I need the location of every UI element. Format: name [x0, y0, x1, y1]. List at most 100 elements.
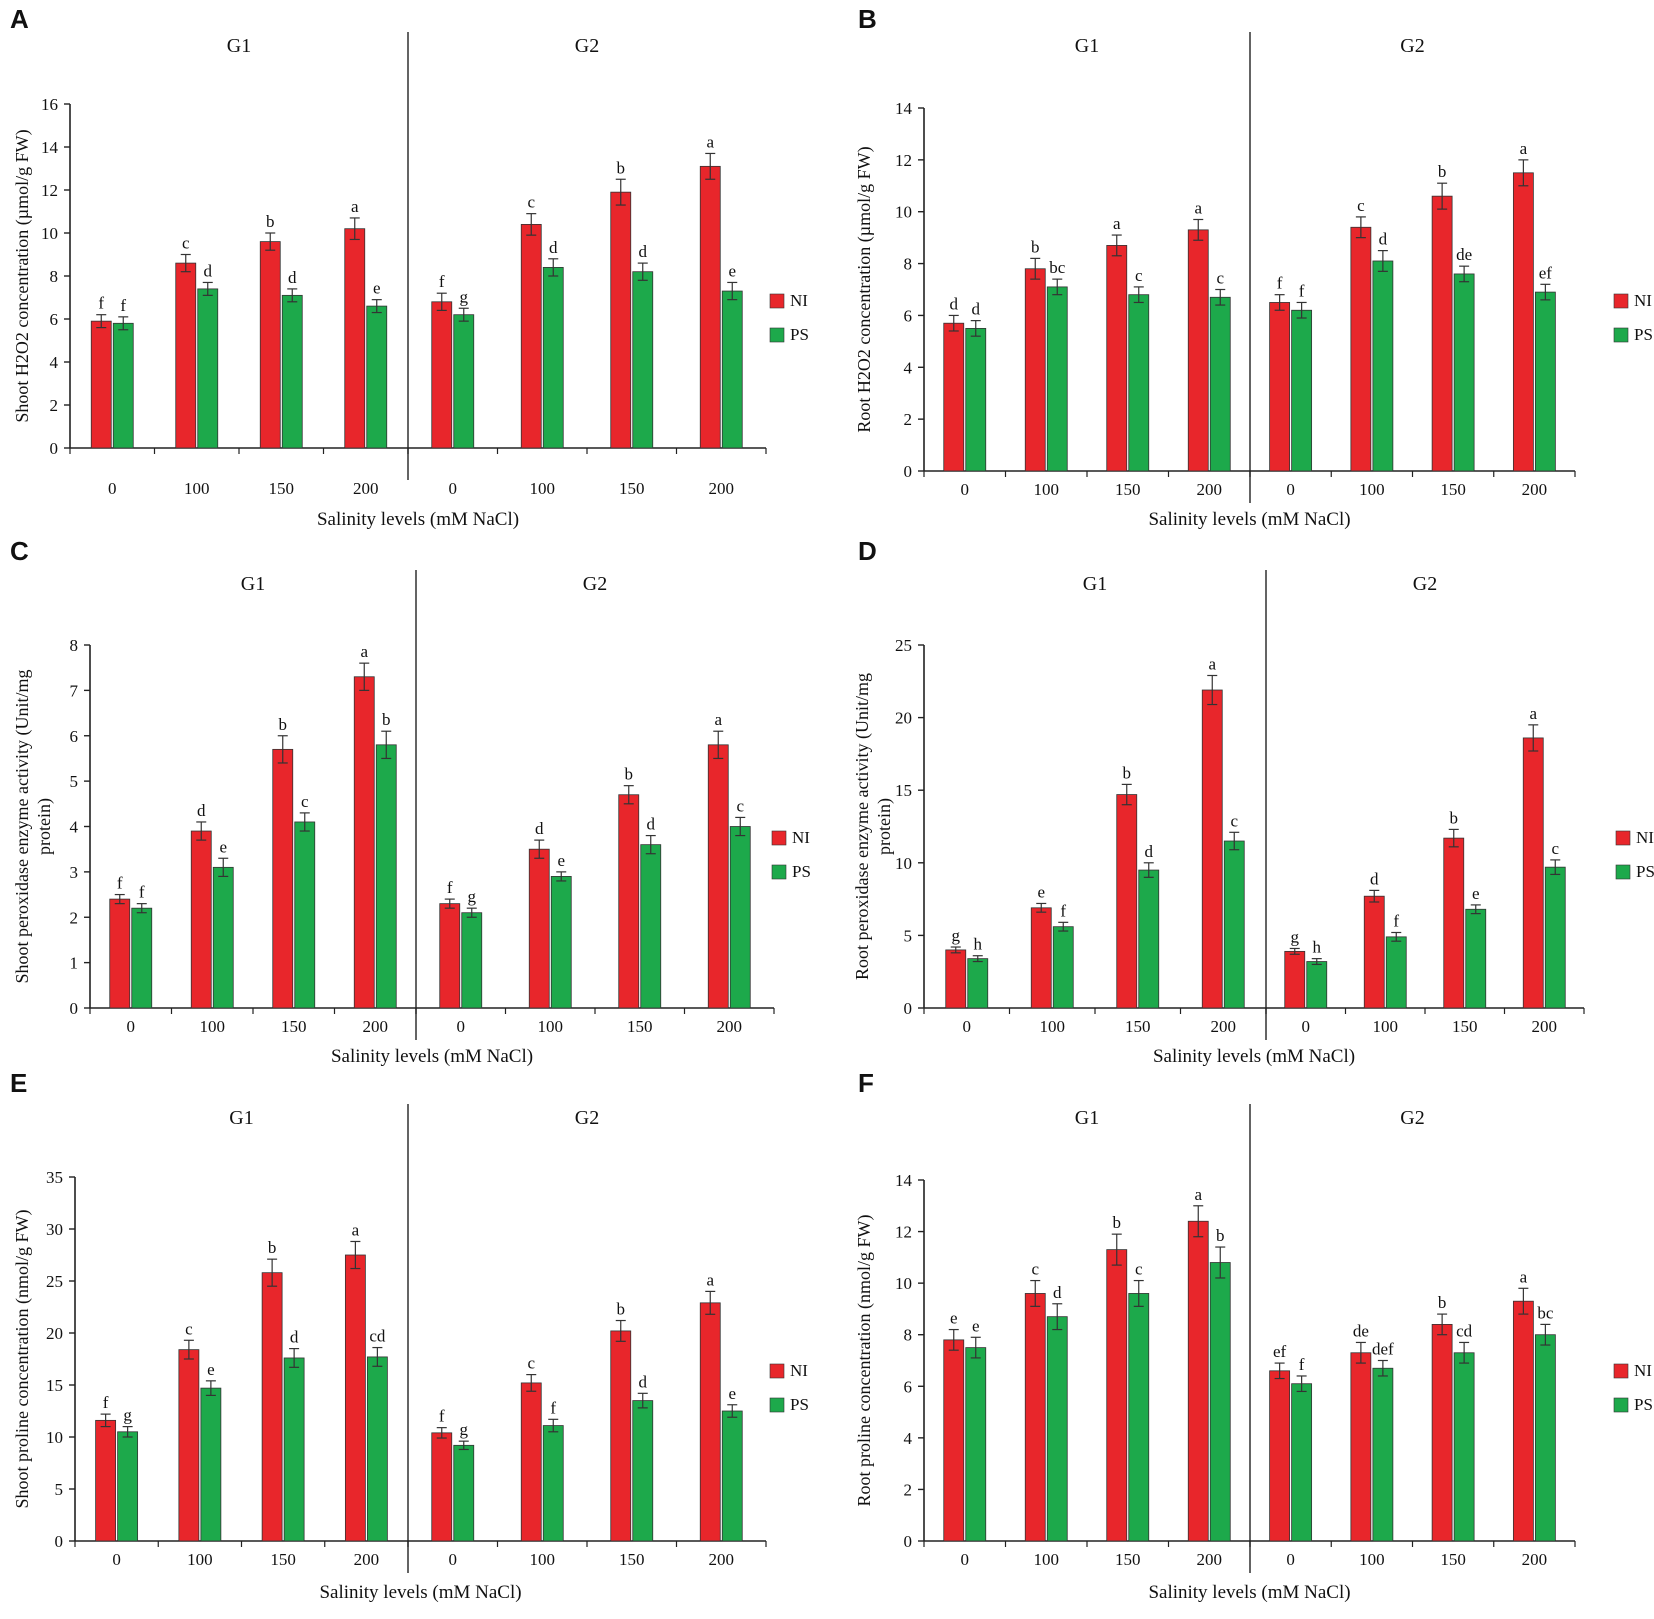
- bar-ps: [1052, 926, 1074, 1009]
- significance-label: bc: [1049, 258, 1066, 277]
- significance-label: c: [182, 234, 190, 253]
- bar-ni: [259, 241, 281, 449]
- chart-panel-e: E G1 G2 0 5 10 15 20 25 30 35 Shoot proline concent…: [10, 1068, 809, 1603]
- legend-swatch-ni: [1613, 1363, 1629, 1379]
- significance-label: a: [706, 132, 714, 151]
- y-tick-label: 5: [70, 772, 79, 791]
- significance-label: b: [1113, 1213, 1122, 1232]
- panel-letter: C: [10, 536, 29, 566]
- significance-label: f: [139, 883, 145, 902]
- y-tick-label: 6: [50, 310, 59, 329]
- y-tick-label: 1: [70, 954, 79, 973]
- significance-label: b: [1123, 763, 1132, 782]
- x-tick-label: 0: [112, 1550, 121, 1569]
- y-tick-label: 8: [904, 1326, 913, 1345]
- x-tick-label: 200: [1211, 1017, 1237, 1036]
- group-title-g1: G1: [241, 573, 265, 595]
- y-axis-label: protein): [874, 798, 895, 855]
- x-axis-label: Salinity levels (mM NaCl): [331, 1046, 533, 1067]
- bar-ps: [1223, 840, 1245, 1009]
- bar-ni: [1350, 226, 1372, 472]
- y-axis-label: Shoot peroxidase enzyme activity (Unit/m…: [12, 670, 33, 984]
- bar-ps: [1291, 1383, 1313, 1542]
- bar-ps: [967, 958, 989, 1009]
- significance-label: b: [625, 765, 634, 784]
- legend-swatch-ni: [1615, 830, 1631, 846]
- significance-label: e: [373, 279, 381, 298]
- significance-label: de: [1456, 245, 1472, 264]
- group-title-g1: G1: [1075, 35, 1099, 57]
- bar-ni: [528, 848, 550, 1009]
- bar-ni: [1512, 172, 1534, 472]
- y-tick-label: 6: [904, 1377, 913, 1396]
- significance-label: e: [557, 851, 565, 870]
- x-tick-label: 0: [127, 1017, 136, 1036]
- y-tick-label: 25: [46, 1272, 63, 1291]
- bar-ni: [618, 794, 640, 1009]
- x-tick-label: 0: [1302, 1017, 1311, 1036]
- bar-ps: [542, 266, 564, 449]
- y-tick-label: 3: [70, 863, 79, 882]
- bar-ni: [1269, 302, 1291, 472]
- x-tick-label: 0: [961, 1550, 970, 1569]
- legend-swatch-ni: [1613, 293, 1629, 309]
- x-tick-label: 150: [270, 1550, 296, 1569]
- panel-letter: B: [858, 4, 877, 34]
- significance-label: b: [266, 212, 275, 231]
- significance-label: c: [1551, 839, 1559, 858]
- y-tick-label: 30: [46, 1220, 63, 1239]
- panel-letter: A: [10, 4, 29, 34]
- significance-label: a: [352, 1220, 360, 1239]
- significance-label: a: [1208, 654, 1216, 673]
- significance-label: c: [301, 792, 309, 811]
- bar-ni: [1512, 1300, 1534, 1542]
- bar-ps: [632, 271, 654, 449]
- bar-ni: [1030, 907, 1052, 1009]
- bar-ni: [178, 1349, 200, 1542]
- legend-label-ps: PS: [790, 325, 809, 344]
- significance-label: a: [714, 710, 722, 729]
- bar-ps: [1291, 309, 1313, 472]
- significance-label: f: [1299, 1355, 1305, 1374]
- legend-label-ni: NI: [792, 828, 810, 847]
- x-tick-label: 100: [200, 1017, 226, 1036]
- significance-label: ef: [1273, 1342, 1287, 1361]
- significance-label: h: [974, 935, 983, 954]
- bar-ps: [721, 290, 743, 449]
- x-tick-label: 200: [1197, 480, 1223, 499]
- bar-ni: [1522, 737, 1544, 1009]
- y-tick-label: 6: [70, 727, 79, 746]
- bar-ps: [1534, 1334, 1556, 1542]
- bar-ps: [212, 866, 234, 1009]
- significance-label: g: [1291, 927, 1300, 946]
- y-tick-label: 0: [55, 1532, 64, 1551]
- x-tick-label: 0: [963, 1017, 972, 1036]
- significance-label: b: [617, 158, 626, 177]
- x-tick-label: 150: [1440, 480, 1466, 499]
- significance-label: a: [1113, 214, 1121, 233]
- legend-swatch-ni: [769, 1363, 785, 1379]
- x-tick-label: 150: [269, 479, 295, 498]
- legend-label-ni: NI: [1634, 1361, 1652, 1380]
- group-title-g1: G1: [1083, 573, 1107, 595]
- legend-label-ps: PS: [792, 862, 811, 881]
- x-tick-label: 200: [1522, 1550, 1548, 1569]
- bar-ps: [1453, 1352, 1475, 1542]
- group-title-g1: G1: [229, 1107, 253, 1129]
- bar-ni: [439, 903, 461, 1009]
- significance-label: c: [1031, 1260, 1039, 1279]
- significance-label: b: [1450, 808, 1459, 827]
- x-tick-label: 100: [1359, 480, 1385, 499]
- x-axis-label: Salinity levels (mM NaCl): [319, 1582, 521, 1603]
- bar-ni: [90, 320, 112, 449]
- significance-label: c: [1357, 196, 1365, 215]
- panel-letter: F: [858, 1068, 874, 1098]
- significance-label: d: [639, 1372, 648, 1391]
- y-tick-label: 12: [41, 181, 58, 200]
- bar-ni: [261, 1272, 283, 1542]
- significance-label: a: [1520, 1267, 1528, 1286]
- y-tick-label: 2: [70, 908, 79, 927]
- significance-label: e: [207, 1360, 215, 1379]
- bar-ps: [550, 876, 572, 1009]
- significance-label: f: [1299, 281, 1305, 300]
